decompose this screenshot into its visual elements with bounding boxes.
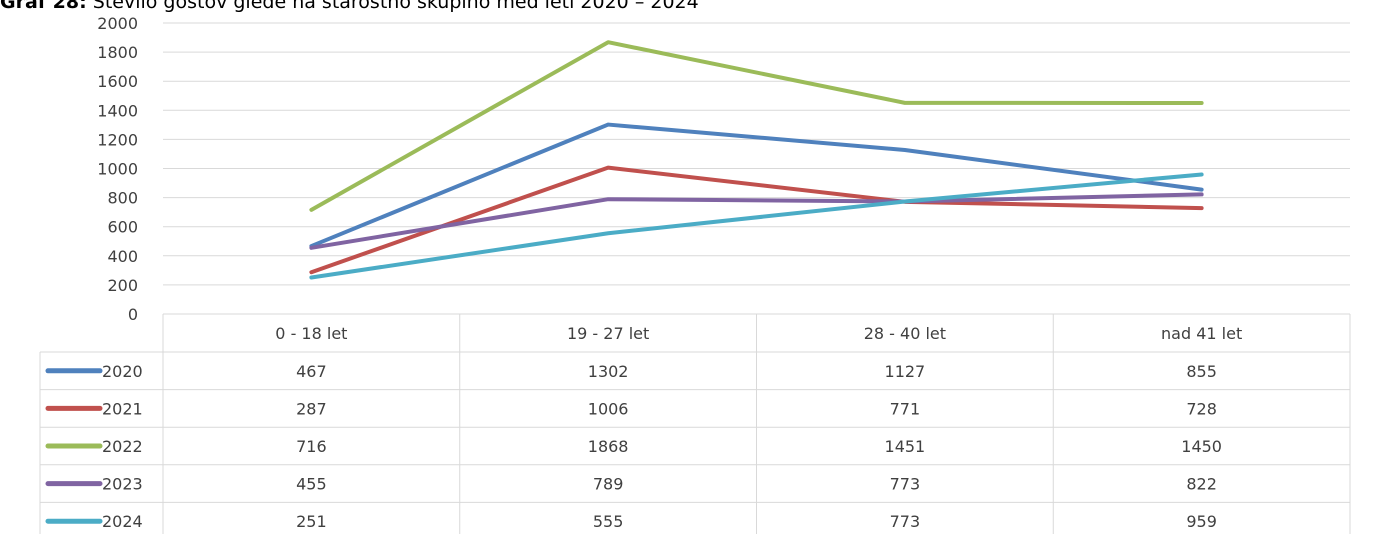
legend-label: 2021	[102, 399, 143, 418]
y-tick-label: 600	[107, 218, 138, 237]
legend-label: 2023	[102, 475, 143, 494]
data-value: 555	[593, 512, 624, 531]
data-value: 251	[296, 512, 327, 531]
y-tick-label: 0	[128, 305, 138, 324]
y-tick-label: 1200	[97, 130, 138, 149]
data-value: 1450	[1181, 437, 1222, 456]
y-tick-label: 1400	[97, 101, 138, 120]
data-value: 773	[890, 475, 921, 494]
data-value: 959	[1186, 512, 1217, 531]
data-value: 1302	[588, 362, 629, 381]
legend-label: 2024	[102, 512, 143, 531]
data-value: 1127	[885, 362, 926, 381]
data-value: 287	[296, 399, 327, 418]
data-value: 855	[1186, 362, 1217, 381]
y-tick-label: 200	[107, 276, 138, 295]
series-line-2023	[311, 194, 1201, 247]
data-value: 1006	[588, 399, 629, 418]
category-label: 19 - 27 let	[567, 324, 649, 343]
data-value: 822	[1186, 475, 1217, 494]
data-value: 773	[890, 512, 921, 531]
category-label: nad 41 let	[1161, 324, 1242, 343]
y-tick-label: 1000	[97, 160, 138, 179]
y-tick-label: 400	[107, 247, 138, 266]
category-label: 28 - 40 let	[864, 324, 946, 343]
data-value: 455	[296, 475, 327, 494]
data-value: 771	[890, 399, 921, 418]
category-label: 0 - 18 let	[275, 324, 347, 343]
legend-label: 2022	[102, 437, 143, 456]
y-tick-label: 2000	[97, 14, 138, 33]
data-value: 789	[593, 475, 624, 494]
data-value: 1868	[588, 437, 629, 456]
legend-label: 2020	[102, 362, 143, 381]
y-tick-label: 800	[107, 189, 138, 208]
data-value: 467	[296, 362, 327, 381]
data-value: 716	[296, 437, 327, 456]
data-value: 1451	[885, 437, 926, 456]
y-tick-label: 1600	[97, 72, 138, 91]
data-value: 728	[1186, 399, 1217, 418]
y-tick-label: 1800	[97, 43, 138, 62]
